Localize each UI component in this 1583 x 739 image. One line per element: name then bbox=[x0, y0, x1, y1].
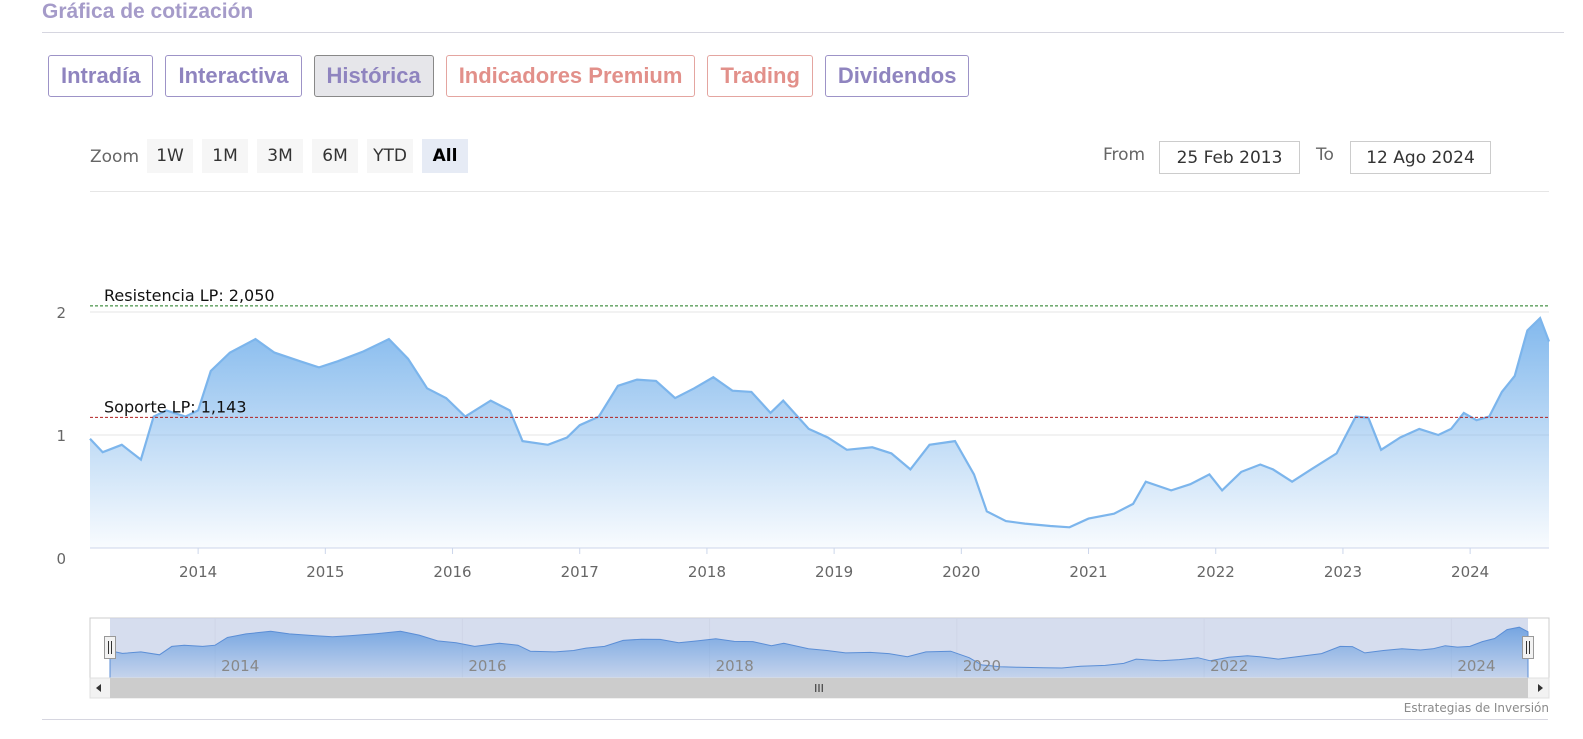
scrollbar-thumb[interactable] bbox=[110, 678, 1528, 698]
x-axis-labels: 2014 2015 2016 2017 2018 2019 2020 2021 2022 2023… bbox=[179, 548, 1489, 581]
page-title: Gráfica de cotización bbox=[42, 0, 254, 23]
tab-trading[interactable]: Trading bbox=[707, 55, 813, 97]
navigator-tick-label: 2020 bbox=[963, 657, 1001, 675]
x-tick-label: 2019 bbox=[815, 563, 853, 581]
to-date-input[interactable]: 12 Ago 2024 bbox=[1350, 141, 1491, 174]
to-label: To bbox=[1316, 145, 1334, 165]
y-axis-labels: 0 1 2 bbox=[56, 304, 66, 568]
tab-intradia[interactable]: Intradía bbox=[48, 55, 154, 97]
x-tick-label: 2015 bbox=[306, 563, 344, 581]
navigator-left-handle[interactable] bbox=[104, 636, 116, 659]
scroll-right-arrow-icon[interactable] bbox=[1538, 684, 1543, 692]
navigator-tick-label: 2024 bbox=[1457, 657, 1495, 675]
y-tick-label: 2 bbox=[56, 304, 66, 322]
tab-interactiva[interactable]: Interactiva bbox=[165, 55, 302, 97]
navigator-tick-label: 2016 bbox=[468, 657, 506, 675]
zoom-1m-button[interactable]: 1M bbox=[202, 139, 248, 173]
scroll-left-arrow-icon[interactable] bbox=[96, 684, 101, 692]
navigator-right-handle[interactable] bbox=[1522, 636, 1534, 659]
y-tick-label: 0 bbox=[56, 550, 66, 568]
x-tick-label: 2023 bbox=[1324, 563, 1362, 581]
from-label: From bbox=[1103, 145, 1146, 165]
scrollbar-grip[interactable]: III bbox=[814, 682, 824, 695]
zoom-6m-button[interactable]: 6M bbox=[312, 139, 358, 173]
navigator-series bbox=[109, 626, 1529, 679]
navigator-tick-label: 2014 bbox=[221, 657, 259, 675]
y-tick-label: 1 bbox=[56, 427, 66, 445]
zoom-1w-button[interactable]: 1W bbox=[147, 139, 193, 173]
range-selector: Zoom 1W 1M 3M 6M YTD All From 25 Feb 201… bbox=[90, 139, 1549, 174]
zoom-label: Zoom bbox=[90, 147, 140, 167]
x-tick-label: 2017 bbox=[561, 563, 599, 581]
support-resistance-lines: Resistencia LP: 2,050 Soporte LP: 1,143 bbox=[90, 286, 1549, 418]
zoom-all-button[interactable]: All bbox=[422, 139, 468, 173]
chart-tabs: Intradía Interactiva Histórica Indicador… bbox=[48, 55, 970, 97]
navigator-labels: 2014 2016 2018 2020 2022 2024 bbox=[221, 657, 1495, 675]
navigator-tick-label: 2022 bbox=[1210, 657, 1248, 675]
x-tick-label: 2018 bbox=[688, 563, 726, 581]
x-tick-label: 2020 bbox=[942, 563, 980, 581]
price-area bbox=[90, 318, 1549, 548]
tab-dividendos[interactable]: Dividendos bbox=[824, 55, 970, 97]
x-tick-label: 2021 bbox=[1069, 563, 1107, 581]
tab-historica[interactable]: Histórica bbox=[313, 55, 434, 97]
x-tick-label: 2016 bbox=[433, 563, 471, 581]
x-tick-label: 2022 bbox=[1197, 563, 1235, 581]
annotation-label: Resistencia LP: 2,050 bbox=[104, 286, 275, 305]
navigator-tick-label: 2018 bbox=[716, 657, 754, 675]
price-line[interactable] bbox=[89, 316, 1551, 529]
zoom-3m-button[interactable]: 3M bbox=[257, 139, 303, 173]
bottom-divider bbox=[42, 719, 1548, 720]
credit-text: Estrategias de Inversión bbox=[1403, 701, 1549, 715]
x-tick-label: 2024 bbox=[1451, 563, 1489, 581]
annotation-label: Soporte LP: 1,143 bbox=[104, 397, 247, 416]
toolbar-divider bbox=[90, 191, 1549, 192]
tab-indicadores-premium[interactable]: Indicadores Premium bbox=[445, 55, 696, 97]
x-tick-label: 2014 bbox=[179, 563, 217, 581]
title-divider bbox=[42, 32, 1564, 33]
zoom-ytd-button[interactable]: YTD bbox=[367, 139, 413, 173]
from-date-input[interactable]: 25 Feb 2013 bbox=[1159, 141, 1300, 174]
